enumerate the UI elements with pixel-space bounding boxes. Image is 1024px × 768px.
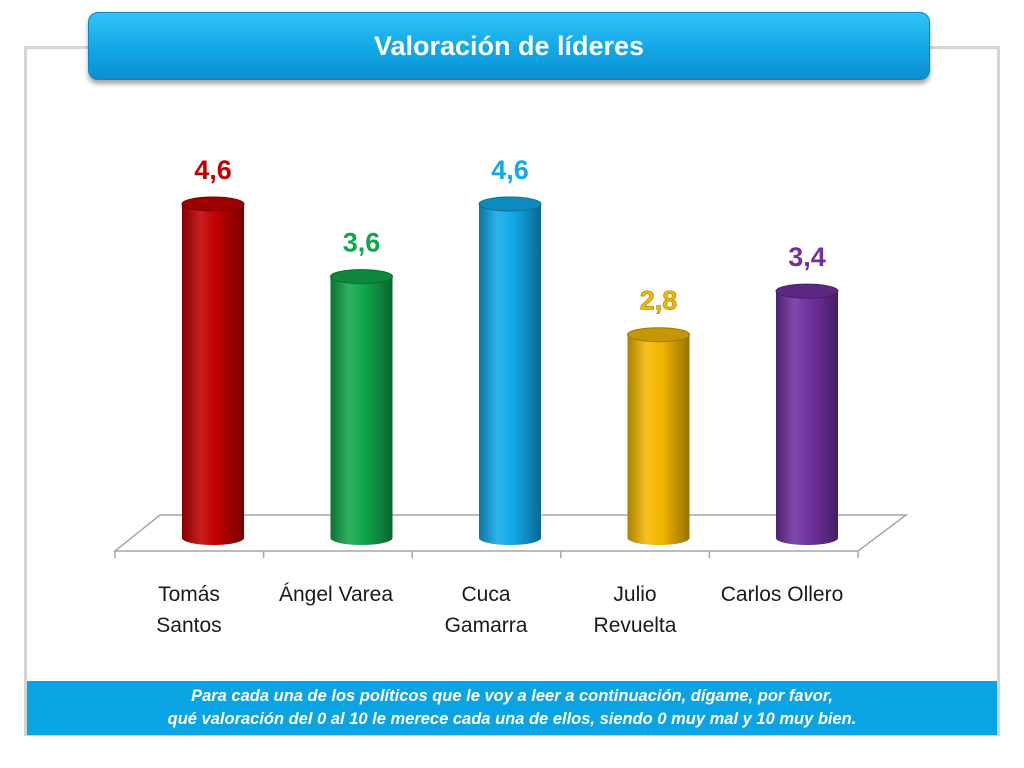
title-banner: Valoración de líderes — [88, 12, 930, 80]
category-label: Tomás — [158, 583, 220, 606]
bar-series — [181, 196, 839, 545]
category-label: Santos — [156, 614, 221, 637]
footnote-banner: Para cada una de los políticos que le vo… — [27, 681, 997, 735]
category-label: Revuelta — [594, 614, 677, 637]
data-label: 4,6 — [194, 155, 232, 185]
bar-top — [478, 196, 542, 212]
data-label: 4,6 — [491, 155, 529, 185]
category-label: Julio — [613, 583, 656, 606]
data-label: 3,4 — [788, 242, 826, 272]
category-label: Cuca — [461, 583, 510, 606]
value-labels: 4,6 3,6 4,6 2,8 3,4 — [194, 155, 826, 316]
bar-top — [181, 196, 245, 212]
bar-body — [330, 276, 393, 545]
bar — [627, 327, 690, 545]
bar — [478, 196, 542, 545]
category-labels: Tomás Santos Ángel Varea Cuca Gamarra Julio Re… — [156, 583, 843, 637]
category-label: Gamarra — [445, 614, 528, 637]
bar — [775, 283, 839, 545]
chart-title: Valoración de líderes — [373, 30, 645, 61]
category-label: Ángel Varea — [279, 583, 393, 606]
bar-body — [182, 204, 244, 545]
bar-body — [627, 334, 690, 545]
data-label: 2,8 — [640, 286, 678, 316]
bar — [330, 269, 393, 545]
bar-body — [776, 291, 838, 545]
footnote-line-2: qué valoración del 0 al 10 le merece cad… — [167, 710, 857, 728]
footnote-line-1: Para cada una de los políticos que le vo… — [191, 687, 833, 705]
bar — [181, 196, 245, 545]
bar-top — [775, 283, 839, 299]
data-label: 3,6 — [343, 228, 381, 258]
bar-top — [330, 269, 393, 285]
category-label: Carlos Ollero — [721, 583, 844, 606]
bar-top — [627, 327, 690, 343]
bar-body — [479, 204, 541, 545]
